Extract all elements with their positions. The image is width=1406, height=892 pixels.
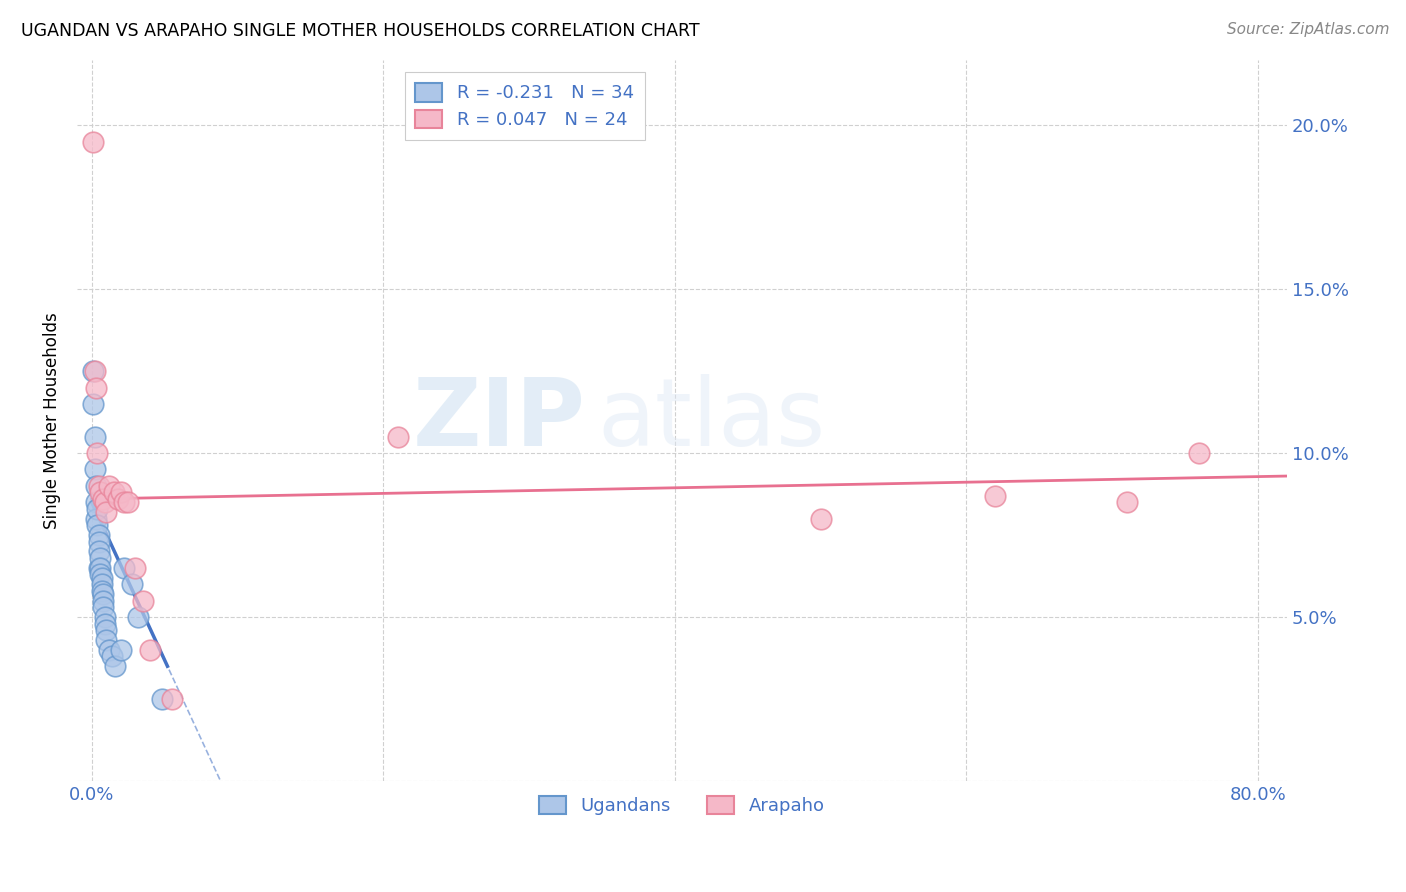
Point [112, 495, 135, 509]
Point [101, 649, 124, 664]
Point [124, 561, 146, 575]
Point [96, 623, 118, 637]
Point [150, 692, 173, 706]
Point [110, 485, 132, 500]
Point [87, 534, 110, 549]
Point [110, 643, 132, 657]
Point [84, 380, 107, 394]
Point [387, 430, 409, 444]
Point [87, 479, 110, 493]
Point [98, 643, 121, 657]
Point [160, 692, 183, 706]
Text: Source: ZipAtlas.com: Source: ZipAtlas.com [1226, 22, 1389, 37]
Y-axis label: Single Mother Households: Single Mother Households [44, 312, 60, 529]
Point [86, 518, 108, 533]
Point [87, 561, 110, 575]
Point [83, 430, 105, 444]
Point [89, 551, 111, 566]
Point [103, 485, 125, 500]
Point [84, 495, 107, 509]
Point [117, 495, 139, 509]
Point [83, 462, 105, 476]
Point [82, 397, 104, 411]
Point [84, 511, 107, 525]
Point [90, 583, 112, 598]
Point [94, 495, 117, 509]
Point [1115, 495, 1137, 509]
Text: atlas: atlas [598, 375, 825, 467]
Point [86, 501, 108, 516]
Text: ZIP: ZIP [412, 375, 585, 467]
Point [131, 593, 153, 607]
Point [86, 446, 108, 460]
Point [127, 610, 149, 624]
Point [984, 489, 1007, 503]
Point [107, 491, 129, 506]
Point [82, 135, 104, 149]
Point [83, 364, 105, 378]
Point [87, 544, 110, 558]
Point [94, 616, 117, 631]
Point [84, 479, 107, 493]
Legend: Ugandans, Arapaho: Ugandans, Arapaho [529, 785, 835, 826]
Point [112, 561, 135, 575]
Point [91, 593, 114, 607]
Text: UGANDAN VS ARAPAHO SINGLE MOTHER HOUSEHOLDS CORRELATION CHART: UGANDAN VS ARAPAHO SINGLE MOTHER HOUSEHO… [21, 22, 700, 40]
Point [89, 561, 111, 575]
Point [89, 485, 111, 500]
Point [90, 571, 112, 585]
Point [98, 479, 121, 493]
Point [810, 511, 832, 525]
Point [96, 632, 118, 647]
Point [94, 610, 117, 624]
Point [139, 643, 162, 657]
Point [104, 659, 127, 673]
Point [87, 528, 110, 542]
Point [91, 600, 114, 615]
Point [91, 587, 114, 601]
Point [90, 577, 112, 591]
Point [1188, 446, 1211, 460]
Point [89, 567, 111, 582]
Point [82, 364, 104, 378]
Point [91, 491, 114, 506]
Point [96, 505, 118, 519]
Point [121, 577, 143, 591]
